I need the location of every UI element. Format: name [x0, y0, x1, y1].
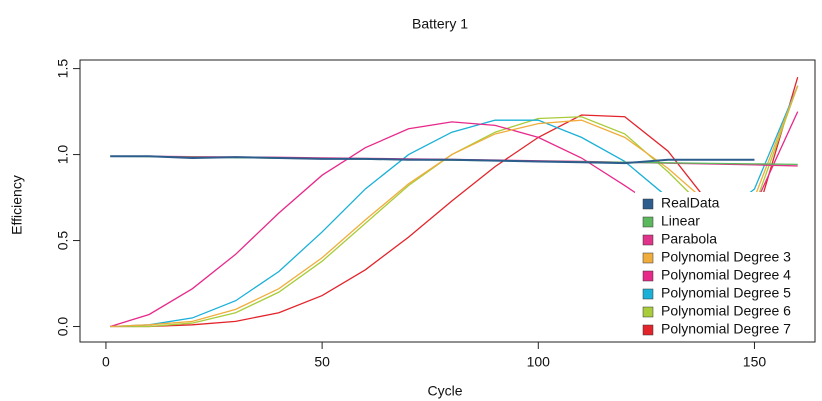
legend-swatch: [642, 270, 654, 282]
legend-label: RealData: [661, 195, 720, 211]
legend-label: Parabola: [661, 231, 717, 247]
x-tick-label: 0: [102, 354, 110, 370]
legend-swatch: [642, 198, 654, 210]
series-line: [110, 85, 799, 328]
legend: RealData Linear Parabola Polynomial Degree …: [635, 192, 814, 341]
legend-box: [635, 192, 814, 341]
legend-label: Polynomial Degree 7: [661, 321, 791, 337]
legend-label: Polynomial Degree 3: [661, 249, 791, 265]
series-line: [110, 155, 755, 165]
series-line: [110, 77, 799, 328]
legend-label: Polynomial Degree 5: [661, 285, 791, 301]
legend-label: Polynomial Degree 6: [661, 303, 791, 319]
x-axis-label: Cycle: [427, 383, 462, 399]
y-tick-label: 0.0: [55, 317, 71, 337]
x-tick-label: 50: [314, 354, 330, 370]
y-axis-label: Efficiency: [9, 175, 25, 235]
chart-title: Battery 1: [412, 16, 468, 32]
legend-swatch: [642, 306, 654, 318]
legend-swatch: [642, 234, 654, 246]
x-tick-label: 150: [743, 354, 767, 370]
legend-swatch: [642, 252, 654, 264]
legend-label: Linear: [661, 213, 700, 229]
legend-label: Polynomial Degree 4: [661, 267, 791, 283]
y-tick-label: 1.0: [55, 145, 71, 165]
plot-frame: [79, 59, 816, 343]
legend-swatch: [642, 324, 654, 336]
y-tick-label: 1.5: [55, 59, 71, 79]
legend-swatch: [642, 288, 654, 300]
y-tick-label: 0.5: [55, 231, 71, 251]
legend-swatch: [642, 216, 654, 228]
x-tick-label: 100: [527, 354, 551, 370]
